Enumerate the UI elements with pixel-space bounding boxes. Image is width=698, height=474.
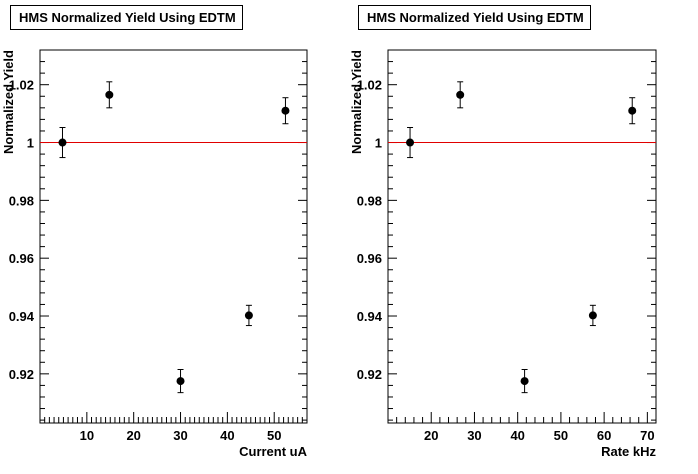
y-tick-label: 1 [375, 136, 382, 151]
data-point [588, 311, 597, 320]
x-tick-label: 30 [173, 428, 187, 443]
x-axis-label: Current uA [239, 444, 308, 459]
data-point [244, 311, 253, 320]
y-tick-label: 0.94 [357, 309, 383, 324]
data-point [176, 377, 185, 386]
data-point [58, 138, 67, 147]
data-point [628, 106, 637, 115]
x-tick-label: 40 [220, 428, 234, 443]
x-tick-label: 20 [424, 428, 438, 443]
x-axis-label: Rate kHz [601, 444, 656, 459]
data-point [520, 377, 529, 386]
y-tick-label: 0.96 [9, 251, 34, 266]
x-tick-label: 70 [640, 428, 654, 443]
y-axis-label: Normalized Yield [349, 50, 364, 154]
x-tick-label: 50 [267, 428, 281, 443]
y-tick-label: 1 [27, 136, 34, 151]
plot-frame-right [387, 49, 657, 424]
y-tick-label: 0.98 [357, 193, 382, 208]
chart-title-right: HMS Normalized Yield Using EDTM [358, 5, 591, 30]
x-tick-label: 50 [554, 428, 568, 443]
data-point [406, 138, 415, 147]
y-tick-label: 0.92 [9, 367, 34, 382]
x-tick-label: 40 [510, 428, 524, 443]
data-point [456, 90, 465, 99]
data-point [105, 90, 114, 99]
data-point [281, 106, 290, 115]
x-tick-label: 20 [126, 428, 140, 443]
y-tick-label: 0.92 [357, 367, 382, 382]
y-tick-label: 1.02 [9, 78, 34, 93]
plot-frame-left [39, 49, 308, 424]
y-axis-label: Normalized Yield [1, 50, 16, 154]
y-tick-label: 0.96 [357, 251, 382, 266]
y-tick-label: 0.98 [9, 193, 34, 208]
chart-title-left: HMS Normalized Yield Using EDTM [10, 5, 243, 30]
x-tick-label: 60 [597, 428, 611, 443]
y-tick-label: 0.94 [9, 309, 35, 324]
x-tick-label: 10 [80, 428, 94, 443]
x-tick-label: 30 [467, 428, 481, 443]
y-tick-label: 1.02 [357, 78, 382, 93]
